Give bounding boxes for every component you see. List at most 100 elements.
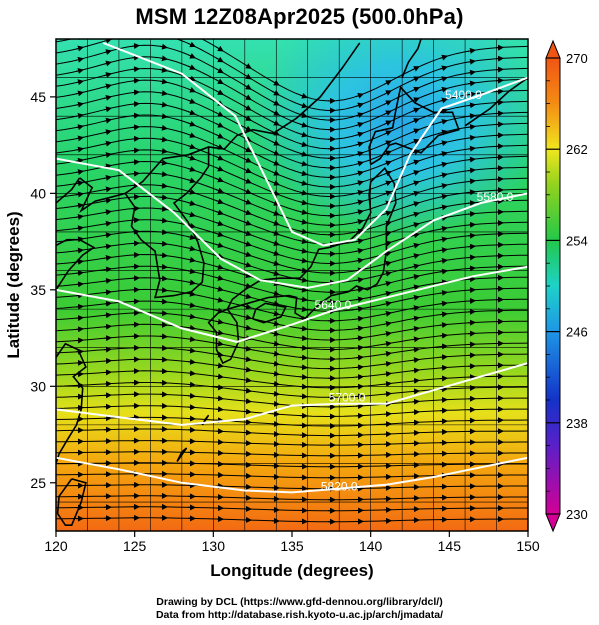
streamline-arrow — [187, 211, 196, 218]
streamline-arrow — [159, 159, 168, 166]
streamline-arrow — [271, 340, 280, 347]
streamline-arrow — [215, 133, 224, 139]
streamline-arrow — [187, 53, 196, 59]
streamline-arrow — [215, 220, 224, 227]
streamline — [56, 39, 528, 102]
streamline-arrow — [299, 170, 308, 177]
streamline-arrow — [271, 230, 280, 236]
coastline — [56, 177, 81, 204]
height-contour — [56, 362, 528, 426]
streamline-arrow — [467, 58, 476, 65]
streamline-arrow — [439, 172, 448, 179]
y-tick-label: 45 — [30, 89, 46, 105]
streamline-arrow — [159, 78, 168, 85]
streamline-arrow — [467, 69, 476, 76]
streamline-arrow — [467, 102, 476, 109]
x-axis-label: Longitude (degrees) — [210, 561, 373, 580]
streamline-arrow — [411, 118, 420, 124]
streamline-arrow — [243, 408, 252, 415]
streamline-arrow — [103, 49, 112, 56]
streamline-arrow — [271, 380, 280, 387]
streamline-arrow — [187, 132, 196, 138]
streamline-arrow — [159, 171, 168, 178]
colorbar-label: 262 — [566, 142, 588, 157]
y-tick-label: 30 — [30, 378, 46, 394]
streamline-arrow — [103, 323, 112, 330]
streamline-arrow — [188, 32, 195, 35]
coastline — [401, 39, 422, 78]
streamline-arrow — [467, 276, 476, 283]
streamline-arrow — [159, 263, 168, 270]
streamline-arrow — [160, 23, 167, 24]
streamline-arrow — [467, 124, 476, 131]
streamline-arrow — [271, 320, 280, 327]
streamline — [56, 39, 528, 112]
streamline-arrow — [103, 186, 112, 193]
streamline-arrow — [75, 56, 84, 63]
height-contours — [56, 41, 528, 494]
streamline-arrow — [411, 263, 420, 270]
streamline-arrow — [383, 270, 392, 277]
streamline-arrow — [383, 130, 392, 136]
streamline-arrow — [243, 188, 252, 195]
streamline-arrow — [243, 199, 252, 205]
streamline-arrow — [187, 358, 196, 365]
y-axis-label: Latitude (degrees) — [4, 211, 23, 358]
streamline-arrow — [355, 122, 364, 128]
streamline-arrow — [243, 84, 252, 90]
streamline-arrow — [215, 209, 224, 216]
streamline-arrow — [215, 285, 224, 292]
streamline-arrow — [215, 406, 224, 413]
streamline-arrow — [299, 160, 308, 167]
streamline-arrow — [383, 100, 392, 106]
streamline-arrow — [103, 300, 112, 307]
streamline-arrow — [271, 130, 280, 136]
streamline-arrow — [383, 110, 392, 116]
streamline-arrow — [215, 89, 224, 95]
colorbar-label: 270 — [566, 51, 588, 66]
streamline-arrow — [159, 136, 168, 143]
streamline-arrow — [103, 83, 112, 90]
streamline-arrow — [355, 364, 364, 371]
x-tick-label: 130 — [202, 538, 226, 554]
streamline-arrow — [467, 189, 476, 196]
credit-drawing: Drawing by DCL (https://www.gfd-dennou.o… — [156, 596, 443, 608]
streamline-arrow — [75, 281, 84, 288]
streamline-arrow — [299, 209, 308, 216]
streamline-arrow — [159, 124, 168, 131]
streamline-arrow — [243, 314, 252, 321]
streamline-arrow — [159, 194, 168, 201]
streamline-arrow — [215, 154, 224, 161]
streamline-arrow — [75, 157, 84, 164]
streamline-arrow — [495, 55, 504, 62]
streamline-arrow — [411, 138, 420, 145]
streamline-arrow — [355, 131, 364, 138]
streamline-arrow — [411, 367, 420, 374]
streamline-arrow — [355, 141, 364, 148]
streamline-arrow — [355, 315, 364, 322]
streamline-arrow — [439, 289, 448, 296]
streamline-arrow — [243, 345, 252, 352]
streamline-arrow — [299, 286, 308, 293]
streamline-arrow — [215, 296, 224, 303]
streamline-arrow — [467, 156, 476, 163]
contour-label: 5640.0 — [315, 298, 352, 312]
streamline-arrow — [103, 255, 112, 261]
streamline-arrow — [439, 225, 448, 232]
streamline-arrow — [215, 122, 224, 128]
streamline-arrow — [355, 92, 364, 99]
streamline-arrow — [75, 214, 84, 220]
streamline-arrow — [355, 209, 364, 216]
streamline-arrow — [467, 47, 476, 54]
colorbar: 270 262 254 246 238 230 — [545, 39, 588, 533]
coastline — [176, 447, 188, 462]
streamline-arrow — [355, 248, 364, 254]
streamline-arrow — [383, 120, 392, 126]
streamline-arrow — [439, 332, 448, 339]
contour-label: 5820.0 — [321, 480, 358, 494]
streamline-arrow — [131, 124, 140, 131]
streamline-arrow — [187, 64, 196, 70]
streamline-arrow — [187, 290, 196, 297]
streamline-arrow — [187, 256, 196, 263]
streamline-arrow — [271, 350, 280, 357]
